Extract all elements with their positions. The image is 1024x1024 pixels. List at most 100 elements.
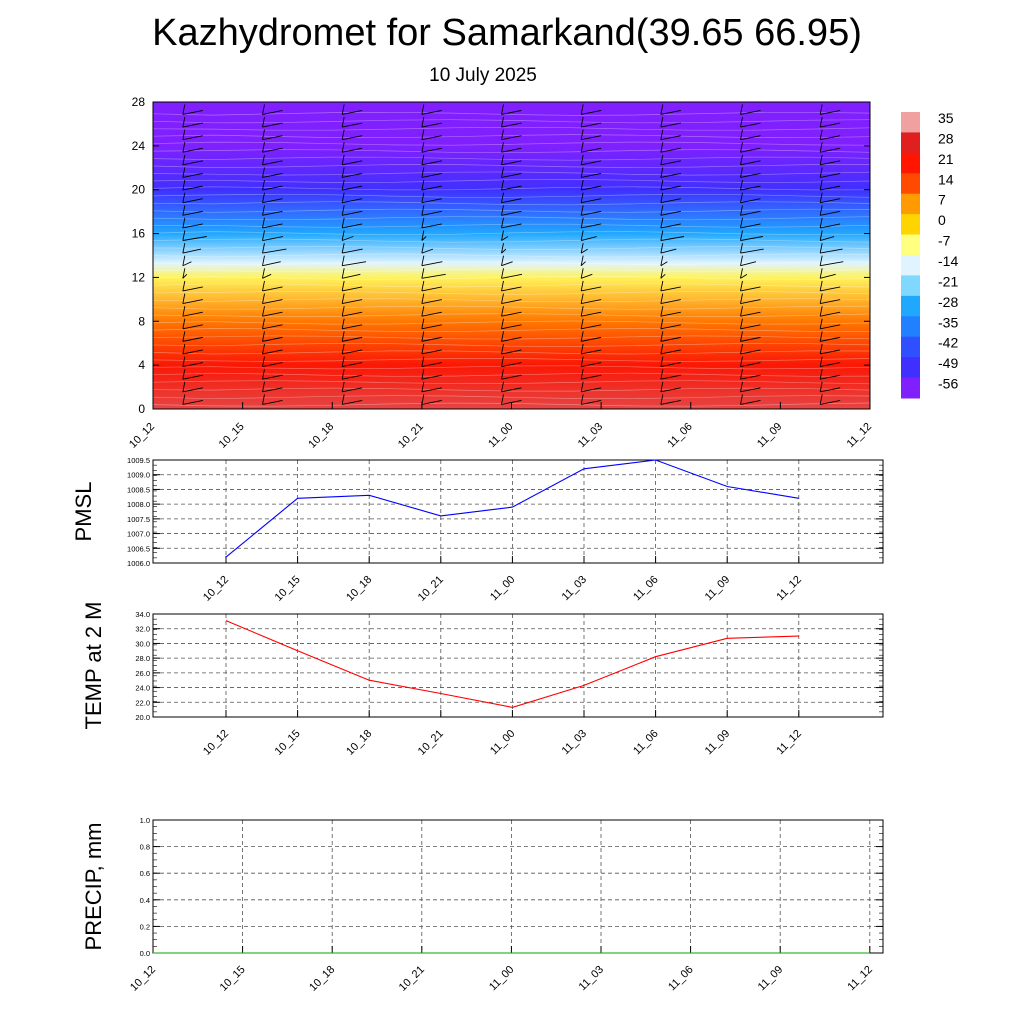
- wind-barb-flag: [740, 255, 743, 266]
- wind-barb: [342, 311, 363, 317]
- colorbar-label: -28: [938, 294, 958, 310]
- wind-barb: [342, 198, 363, 204]
- wind-barb: [740, 374, 761, 380]
- wind-barb-flag: [182, 293, 186, 304]
- wind-barb: [740, 387, 761, 393]
- wind-barb-flag: [421, 331, 425, 342]
- wind-barb-flag: [819, 243, 823, 254]
- wind-barb: [421, 210, 442, 216]
- y-tick-label: 16: [132, 227, 146, 241]
- x-tick-label: 11_03: [560, 574, 590, 604]
- wind-barb-flag: [580, 318, 584, 329]
- y-tick-label: 0.6: [140, 869, 150, 878]
- colorbar-swatch: [901, 214, 920, 236]
- wind-barb-flag: [660, 343, 664, 355]
- contour-line: [152, 208, 871, 213]
- wind-barb: [342, 122, 363, 128]
- wind-barb: [580, 261, 586, 267]
- wind-barb-flag: [182, 268, 186, 279]
- wind-barb: [740, 135, 761, 141]
- wind-barb-flag: [341, 154, 345, 165]
- x-tick-label: 10_21: [396, 421, 426, 451]
- wind-barb-flag: [262, 142, 265, 153]
- wind-barb: [820, 223, 841, 229]
- wind-barb-flag: [580, 179, 584, 191]
- wind-barb: [740, 185, 761, 191]
- x-tick-label: 11_03: [560, 728, 590, 758]
- wind-barb: [182, 324, 203, 330]
- wind-barb: [342, 223, 363, 229]
- wind-barb-flag: [262, 230, 265, 241]
- wind-barb-flag: [660, 243, 664, 254]
- wind-barb-flag: [262, 280, 265, 292]
- wind-barb: [820, 299, 841, 304]
- wind-barb: [820, 362, 841, 368]
- wind-barb: [660, 236, 685, 241]
- wind-barb-flag: [740, 394, 743, 405]
- wind-barb: [421, 135, 442, 141]
- wind-barb: [501, 147, 522, 153]
- wind-barb: [421, 399, 442, 405]
- wind-barb: [342, 210, 363, 216]
- wind-barb-flag: [262, 293, 265, 304]
- wind-barb-flag: [182, 129, 186, 140]
- wind-barb-flag: [341, 230, 345, 241]
- wind-barb: [501, 109, 522, 115]
- wind-barb-flag: [421, 255, 425, 266]
- x-tick-label: 11_12: [845, 964, 875, 994]
- wind-barb-flag: [421, 116, 425, 128]
- wind-barb: [501, 248, 507, 254]
- wind-barb-flag: [262, 104, 265, 115]
- wind-barb: [820, 135, 841, 141]
- wind-barb-flag: [262, 192, 265, 203]
- wind-barb-flag: [660, 268, 664, 279]
- contour-line: [152, 328, 871, 332]
- wind-barb: [342, 109, 363, 115]
- wind-barb: [182, 261, 192, 267]
- wind-barb-flag: [182, 116, 186, 128]
- wind-barb: [740, 336, 761, 342]
- x-tick-label: 10_12: [128, 964, 158, 994]
- wind-barb-flag: [580, 167, 584, 178]
- x-tick-label: 10_15: [273, 728, 303, 758]
- wind-barb: [421, 236, 427, 241]
- wind-barb: [660, 374, 681, 380]
- wind-barb: [501, 173, 522, 178]
- wind-barb-flag: [421, 343, 425, 355]
- wind-barb-flag: [341, 318, 345, 329]
- wind-barb: [660, 399, 681, 405]
- wind-barb-flag: [580, 142, 584, 153]
- wind-barb: [581, 236, 597, 241]
- y-tick-label: 1008.5: [127, 485, 150, 494]
- colorbar-label: -35: [938, 314, 958, 330]
- y-tick-label: 1007.5: [127, 515, 150, 524]
- y-tick-label: 20.0: [135, 713, 150, 722]
- wind-barb-flag: [501, 369, 504, 380]
- wind-barb-flag: [501, 318, 504, 329]
- wind-barb: [660, 210, 681, 216]
- wind-barb: [740, 399, 761, 405]
- wind-barb: [820, 248, 843, 254]
- wind-barb-flag: [341, 369, 345, 380]
- wind-barb-flag: [740, 142, 743, 153]
- wind-barb: [182, 109, 203, 115]
- wind-barb: [660, 299, 681, 304]
- wind-barb: [501, 198, 522, 204]
- wind-barb: [342, 248, 363, 254]
- y-tick-label: 1009.0: [127, 471, 150, 480]
- wind-barb: [182, 374, 203, 380]
- wind-barb: [182, 399, 203, 405]
- x-tick-label: 11_09: [756, 964, 786, 994]
- wind-barb: [421, 109, 442, 115]
- wind-barb-flag: [182, 217, 186, 228]
- wind-barb-flag: [660, 167, 664, 178]
- wind-barb: [581, 349, 602, 355]
- x-tick-label: 10_18: [344, 574, 374, 604]
- wind-barb-flag: [740, 381, 743, 392]
- wind-barb: [820, 374, 841, 380]
- wind-barb-flag: [341, 243, 345, 254]
- temperature-field: [153, 102, 870, 409]
- wind-barb-flag: [262, 356, 265, 367]
- y-axis-label: PMSL: [71, 482, 96, 542]
- x-tick-label: 11_12: [774, 574, 804, 604]
